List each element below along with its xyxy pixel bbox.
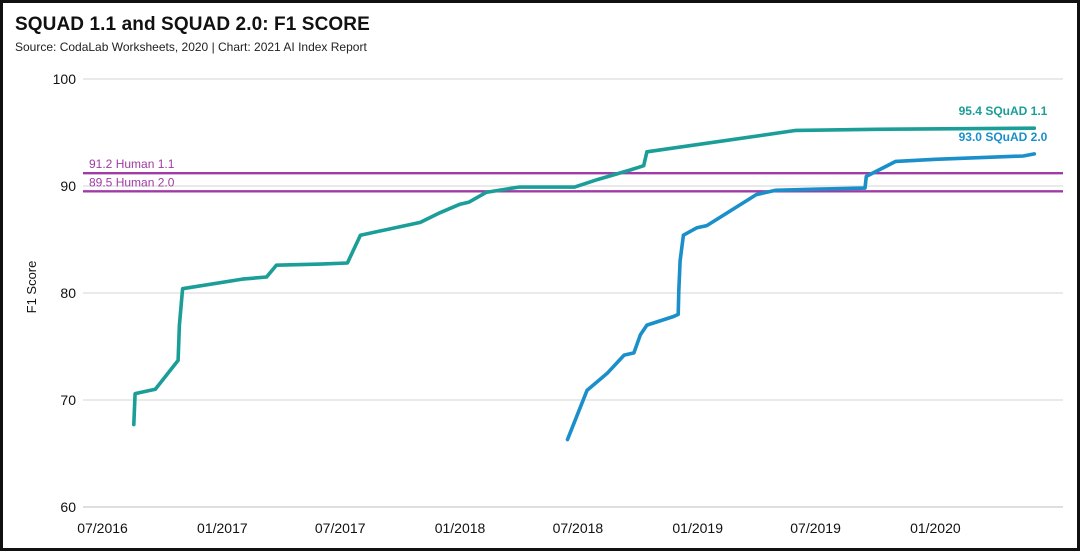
x-tick-label: 01/2017 — [197, 520, 248, 536]
chart-title: SQUAD 1.1 and SQUAD 2.0: F1 SCORE — [15, 14, 370, 35]
y-tick-label: 70 — [60, 392, 76, 408]
x-tick-label: 01/2020 — [910, 520, 961, 536]
x-tick-label: 01/2018 — [435, 520, 486, 536]
y-tick-label: 100 — [53, 71, 77, 87]
chart-subtitle: Source: CodaLab Worksheets, 2020 | Chart… — [15, 40, 367, 54]
reference-line-label: 89.5 Human 2.0 — [89, 175, 175, 189]
series-line — [132, 126, 1037, 427]
series-line — [565, 152, 1037, 442]
y-tick-label: 80 — [60, 285, 76, 301]
y-axis-label: F1 Score — [24, 261, 39, 314]
series-end-label: 95.4 SQuAD 1.1 — [959, 104, 1048, 118]
y-tick-label: 90 — [60, 178, 76, 194]
x-tick-label: 01/2019 — [672, 520, 723, 536]
series-end-label: 93.0 SQuAD 2.0 — [959, 130, 1048, 144]
reference-line-label: 91.2 Human 1.1 — [89, 157, 175, 171]
x-tick-label: 07/2016 — [77, 520, 128, 536]
line-chart: F1 Score 60 70 80 90 100 07/2016 01/2017 07/201… — [24, 71, 1063, 536]
x-tick-label: 07/2018 — [553, 520, 604, 536]
x-tick-label: 07/2019 — [790, 520, 841, 536]
y-tick-label: 60 — [60, 499, 76, 515]
x-tick-label: 07/2017 — [315, 520, 366, 536]
